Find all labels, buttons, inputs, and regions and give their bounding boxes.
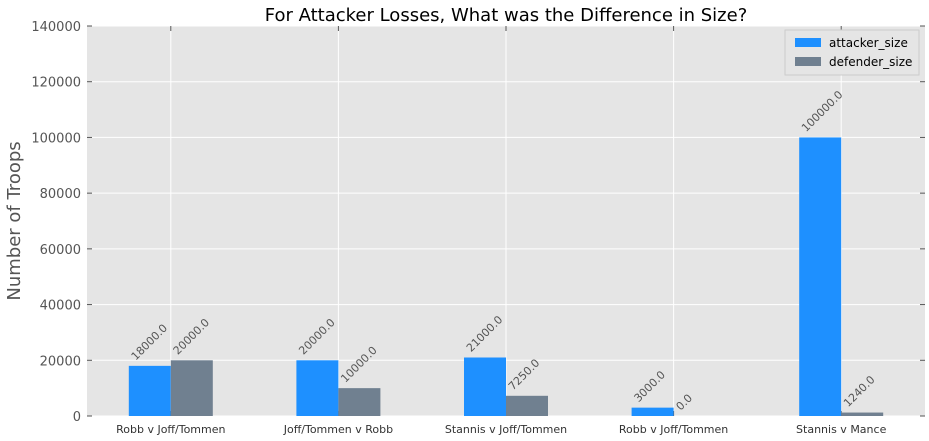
chart-title: For Attacker Losses, What was the Differ… (265, 5, 748, 26)
legend-label-attacker: attacker_size (829, 36, 908, 50)
legend-box (784, 29, 920, 76)
x-category-label: Robb v Joff/Tommen (116, 423, 225, 436)
bar-attacker_size (296, 360, 339, 416)
bar-attacker_size (631, 407, 674, 416)
legend-swatch-defender (795, 57, 821, 66)
bar-defender_size (170, 360, 213, 416)
y-axis-ticks: 0 20000 40000 60000 80000 100000 120000 140000 (31, 20, 925, 425)
x-axis-categories: Robb v Joff/Tommen Joff/Tommen v Robb Stan… (116, 423, 886, 436)
x-category-label: Stannis v Joff/Tommen (445, 423, 567, 436)
y-tick-label: 140000 (31, 20, 81, 35)
legend: attacker_size defender_size (784, 29, 920, 76)
x-category-label: Joff/Tommen v Robb (283, 423, 393, 436)
bar-defender_size (841, 412, 884, 416)
y-tick-label: 60000 (40, 243, 81, 258)
bar-attacker_size (464, 357, 506, 416)
bar-defender_size (338, 388, 381, 416)
y-tick-label: 80000 (40, 187, 81, 202)
x-category-label: Robb v Joff/Tommen (619, 423, 728, 436)
y-tick-label: 0 (73, 410, 81, 425)
bars (128, 137, 884, 416)
legend-swatch-attacker (795, 38, 821, 47)
y-tick-label: 100000 (31, 131, 81, 146)
y-tick-label: 40000 (40, 299, 81, 314)
legend-label-defender: defender_size (829, 55, 912, 69)
y-tick-label: 20000 (40, 354, 81, 369)
x-category-label: Stannis v Mance (796, 423, 887, 436)
y-tick-label: 120000 (31, 76, 81, 91)
y-axis-label: Number of Troops (4, 141, 25, 300)
bar-attacker_size (799, 137, 842, 416)
bar-attacker_size (128, 365, 171, 416)
bar-defender_size (506, 395, 548, 416)
